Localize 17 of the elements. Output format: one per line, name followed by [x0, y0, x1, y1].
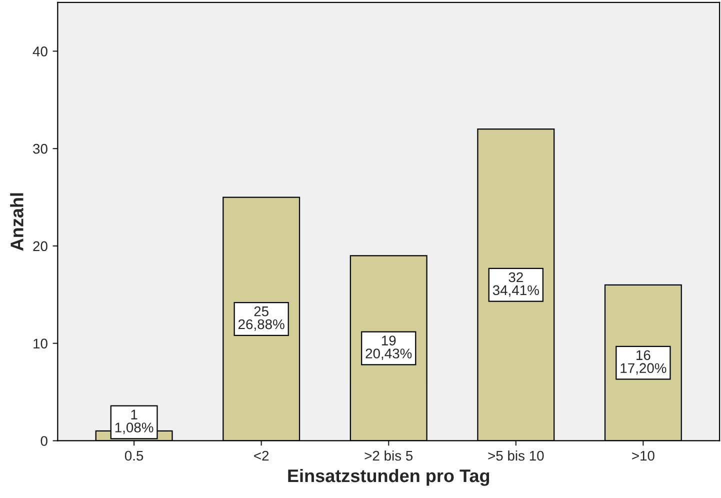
- data-label: 16 17,20%: [620, 350, 666, 375]
- y-tick-label: 30: [33, 144, 48, 154]
- data-label: 19 20,43%: [366, 336, 412, 360]
- x-tick-label: <2: [254, 450, 269, 461]
- data-label: 1 1,08%: [115, 410, 154, 434]
- x-tick-label: 0.5: [124, 450, 144, 461]
- x-tick-label: >2 bis 5: [364, 450, 413, 461]
- y-tick-label: 20: [33, 241, 48, 252]
- data-label: 25 26,88%: [238, 306, 284, 331]
- x-tick-label: >5 bis 10: [488, 450, 544, 461]
- y-axis-title: Anzahl: [10, 193, 24, 251]
- y-tick-label: 10: [34, 338, 48, 349]
- x-tick-label: >10: [632, 450, 654, 461]
- data-label: 32 34,41%: [492, 272, 539, 297]
- y-tick-label: 40: [32, 46, 48, 56]
- x-axis-title: Einsatzstunden pro Tag: [288, 468, 490, 486]
- y-tick-label: 0: [40, 436, 48, 446]
